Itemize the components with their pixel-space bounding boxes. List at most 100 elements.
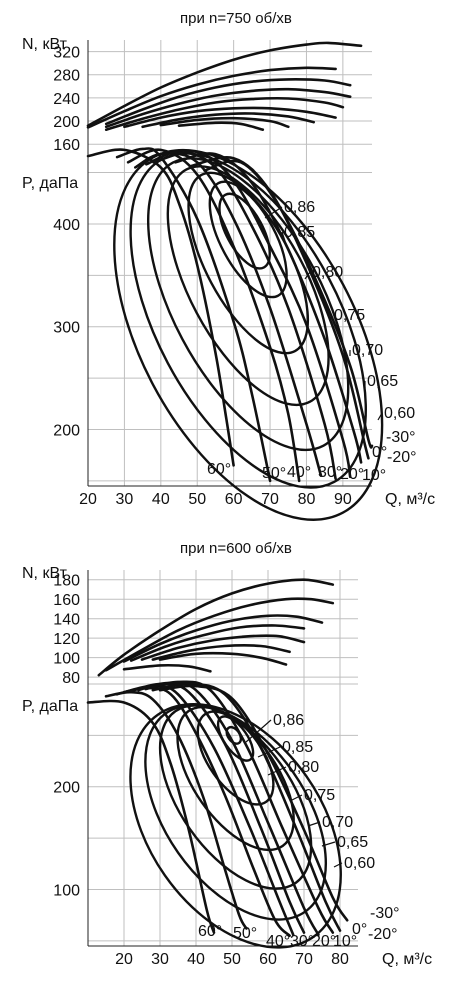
power-axis-label: N, кВт xyxy=(22,36,68,53)
power-tick-label: 160 xyxy=(53,137,80,154)
efficiency-leader-line xyxy=(307,821,321,827)
power-tick-label: 80 xyxy=(62,670,80,687)
pressure-curve xyxy=(188,156,370,460)
power-curve xyxy=(86,66,337,129)
pressure-curve xyxy=(104,690,248,930)
x-tick-label: 70 xyxy=(261,491,279,508)
blade-angle-label: 50° xyxy=(233,925,257,942)
blade-angle-label: 30° xyxy=(290,933,314,950)
pressure-curve xyxy=(152,150,352,479)
power-curve xyxy=(151,644,291,661)
efficiency-leader-line xyxy=(321,841,336,847)
pressure-tick-label: 400 xyxy=(53,217,80,234)
x-tick-label: 80 xyxy=(298,491,316,508)
blade-angle-label: -20° xyxy=(387,449,417,466)
power-tick-label: 200 xyxy=(53,114,80,131)
blade-angle-label: 10° xyxy=(362,467,386,484)
efficiency-leader-line xyxy=(245,719,272,743)
efficiency-contour xyxy=(129,702,342,949)
power-curve xyxy=(104,78,352,126)
blade-angle-label: 50° xyxy=(262,465,286,482)
x-tick-label: 70 xyxy=(295,951,313,968)
pressure-curve xyxy=(126,148,301,483)
x-tick-label: 40 xyxy=(152,491,170,508)
chart-1: при n=750 об/хв 20 30 40 50 60 70 80 90 Q, м³/с N,… xyxy=(22,10,435,521)
efficiency-label: 0,70 xyxy=(322,814,353,831)
pressure-curve xyxy=(174,152,363,464)
blade-angle-label: 60° xyxy=(198,923,222,940)
efficiency-label: 0,60 xyxy=(344,855,375,872)
power-curve xyxy=(123,106,337,129)
pressure-curves xyxy=(86,680,349,937)
efficiency-leader-line xyxy=(329,314,333,321)
blade-angle-label: 0° xyxy=(372,444,387,461)
pressure-curve xyxy=(144,680,335,934)
power-curve xyxy=(140,634,306,661)
efficiency-contour xyxy=(146,157,350,452)
power-axis-label: N, кВт xyxy=(22,565,68,582)
power-curve xyxy=(129,624,306,662)
power-tick-label: 100 xyxy=(53,651,80,668)
power-curve xyxy=(104,96,345,131)
blade-angle-label: -20° xyxy=(368,926,398,943)
efficiency-contour xyxy=(218,192,271,270)
efficiency-label: 0,60 xyxy=(384,405,415,422)
efficiency-label: 0,86 xyxy=(284,199,315,216)
x-tick-label: 50 xyxy=(223,951,241,968)
efficiency-leader-line xyxy=(257,746,281,758)
x-tick-label: 90 xyxy=(334,491,352,508)
power-curve xyxy=(97,578,335,677)
grid xyxy=(88,570,358,946)
power-curve xyxy=(159,116,290,129)
pressure-tick-label: 200 xyxy=(53,422,80,439)
x-tick-label: 20 xyxy=(115,951,133,968)
blade-angle-label: 40° xyxy=(287,464,311,481)
power-tick-label: 240 xyxy=(53,91,80,108)
efficiency-label: 0,75 xyxy=(334,307,365,324)
efficiency-label: 0,80 xyxy=(288,759,319,776)
power-curves xyxy=(86,41,363,131)
efficiency-leader-line xyxy=(333,862,343,868)
power-tick-label: 280 xyxy=(53,68,80,85)
efficiency-label: 0,75 xyxy=(304,787,335,804)
x-tick-label: 60 xyxy=(225,491,243,508)
efficiency-label: 0,65 xyxy=(367,373,398,390)
power-curve xyxy=(158,651,288,666)
efficiency-leader-line xyxy=(264,206,283,219)
power-curve xyxy=(104,87,352,129)
blade-angle-label: -30° xyxy=(386,429,416,446)
chart-2: при n=600 об/хв 20 30 40 50 60 70 80 Q, м³/с N, к… xyxy=(22,540,432,968)
power-tick-label: 320 xyxy=(53,45,80,62)
efficiency-contour xyxy=(208,180,288,299)
efficiency-leader-line xyxy=(267,766,287,776)
chart-title: при n=750 об/хв xyxy=(180,10,292,27)
blade-angle-label: 40° xyxy=(266,933,290,950)
power-curve xyxy=(122,614,324,663)
power-curves xyxy=(97,578,335,677)
efficiency-leader-line xyxy=(291,794,303,801)
pressure-tick-label: 200 xyxy=(53,780,80,797)
blade-angle-label: 0° xyxy=(352,921,367,938)
x-tick-label: 30 xyxy=(116,491,134,508)
x-tick-label: 50 xyxy=(188,491,206,508)
power-tick-label: 140 xyxy=(53,612,80,629)
x-tick-label: 20 xyxy=(79,491,97,508)
efficiency-leader-line xyxy=(377,412,383,421)
power-tick-label: 120 xyxy=(53,631,80,648)
efficiency-label: 0,80 xyxy=(312,264,343,281)
x-tick-label: 60 xyxy=(259,951,277,968)
efficiency-contour xyxy=(166,165,330,407)
x-tick-label: 30 xyxy=(151,951,169,968)
pressure-axis-label: P, даПа xyxy=(22,175,78,192)
pressure-curve xyxy=(86,699,216,934)
power-curve xyxy=(177,121,265,131)
blade-angle-label: -30° xyxy=(370,905,400,922)
chart-title: при n=600 об/хв xyxy=(180,540,292,557)
blade-angle-label: 10° xyxy=(333,933,357,950)
pressure-axis-label: P, даПа xyxy=(22,698,78,715)
efficiency-leader-line xyxy=(304,271,311,280)
efficiency-leader-line xyxy=(281,231,286,242)
efficiency-label: 0,70 xyxy=(352,342,383,359)
power-curve xyxy=(122,663,212,673)
